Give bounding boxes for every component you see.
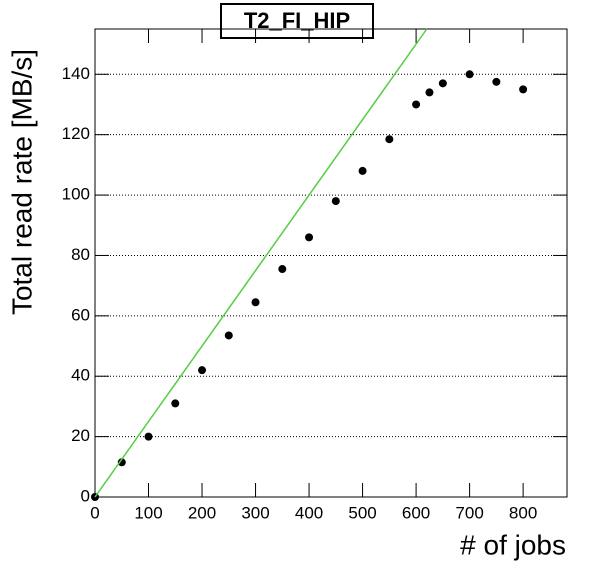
point [358, 166, 367, 175]
point [305, 233, 314, 242]
point [224, 331, 233, 340]
x-tick-label: 800 [509, 503, 537, 522]
y-tick-label: 120 [62, 124, 90, 143]
y-tick-label: 0 [81, 486, 90, 505]
point [171, 399, 180, 408]
point [465, 70, 474, 79]
y-tick-label: 80 [71, 245, 90, 264]
point [198, 366, 207, 375]
x-tick-label: 100 [134, 503, 162, 522]
point [251, 298, 260, 307]
x-tick-label: 400 [295, 503, 323, 522]
x-tick-label: 300 [241, 503, 269, 522]
point [438, 79, 447, 88]
y-tick-label: 60 [71, 305, 90, 324]
x-tick-label: 0 [90, 503, 99, 522]
y-tick-label: 40 [71, 366, 90, 385]
x-tick-label: 500 [348, 503, 376, 522]
point [385, 135, 394, 144]
y-tick-label: 20 [71, 426, 90, 445]
point [412, 100, 421, 109]
x-axis-label: # of jobs [460, 529, 566, 560]
y-tick-label: 140 [62, 64, 90, 83]
x-tick-label: 200 [188, 503, 216, 522]
plot-frame [94, 28, 568, 498]
x-tick-label: 700 [455, 503, 483, 522]
point [519, 85, 528, 94]
y-axis-label: Total read rate [MB/s] [6, 49, 37, 315]
point [425, 88, 434, 97]
point [492, 77, 501, 86]
title-box [220, 3, 374, 39]
point [117, 458, 126, 467]
x-tick-label: 600 [402, 503, 430, 522]
y-tick-label: 100 [62, 185, 90, 204]
fit-line [94, 28, 428, 498]
point [144, 432, 153, 441]
point [278, 265, 287, 274]
point [331, 197, 340, 206]
